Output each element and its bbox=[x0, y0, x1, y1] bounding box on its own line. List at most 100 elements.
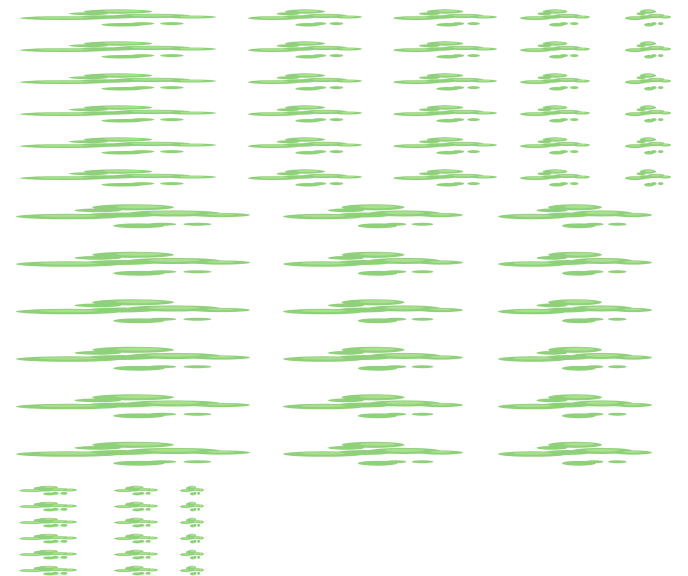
pad-highlight bbox=[39, 214, 98, 218]
pad-highlight bbox=[193, 536, 199, 539]
pad-blob bbox=[74, 303, 122, 308]
pad-highlight bbox=[359, 347, 396, 351]
pad-highlight bbox=[118, 537, 130, 540]
pad-highlight bbox=[650, 78, 662, 81]
pad-blob bbox=[183, 412, 212, 416]
pad-blob bbox=[69, 44, 109, 48]
lily-pad-large bbox=[20, 41, 216, 59]
pad-blob bbox=[424, 143, 456, 147]
pad-blob bbox=[160, 118, 184, 122]
pad-blob bbox=[78, 47, 138, 51]
pad-highlight bbox=[199, 536, 203, 539]
pad-blob bbox=[337, 450, 391, 455]
pad-blob bbox=[559, 182, 568, 186]
pad-blob bbox=[197, 539, 201, 543]
pad-blob bbox=[186, 534, 191, 538]
pad-blob bbox=[570, 86, 579, 90]
pad-blob bbox=[60, 555, 68, 559]
pad-highlight bbox=[527, 16, 545, 19]
pad-highlight bbox=[182, 537, 189, 540]
pad-blob bbox=[124, 550, 134, 554]
pad-highlight bbox=[623, 403, 642, 406]
pad-highlight bbox=[118, 489, 130, 492]
pad-blob bbox=[384, 365, 407, 369]
pad-highlight bbox=[301, 262, 346, 265]
pad-blob bbox=[636, 172, 646, 176]
pad-blob bbox=[160, 150, 184, 154]
lily-pad-medium bbox=[16, 251, 250, 276]
pad-highlight bbox=[66, 552, 74, 555]
pad-highlight bbox=[623, 213, 642, 216]
pad-highlight bbox=[193, 568, 199, 571]
pad-highlight bbox=[296, 41, 320, 45]
pad-blob bbox=[544, 402, 591, 408]
pad-highlight bbox=[623, 260, 642, 263]
pad-highlight bbox=[138, 488, 149, 491]
pad-highlight bbox=[629, 144, 642, 147]
pad-highlight bbox=[51, 552, 65, 555]
pad-blob bbox=[328, 256, 364, 260]
pad-highlight bbox=[301, 357, 346, 360]
pad-highlight bbox=[563, 205, 595, 209]
pad-highlight bbox=[193, 552, 199, 555]
lily-pad-large bbox=[520, 73, 590, 91]
pad-highlight bbox=[149, 520, 156, 523]
pad-blob bbox=[33, 502, 46, 506]
pad-blob bbox=[544, 260, 591, 265]
pad-blob bbox=[657, 150, 664, 154]
pad-highlight bbox=[190, 518, 196, 521]
pad-blob bbox=[276, 76, 300, 80]
pad-blob bbox=[451, 54, 465, 58]
pad-highlight bbox=[206, 213, 235, 216]
pad-blob bbox=[451, 182, 465, 186]
pad-highlight bbox=[39, 452, 98, 455]
pad-blob bbox=[276, 44, 300, 48]
pad-blob bbox=[33, 566, 46, 570]
pad-highlight bbox=[513, 262, 552, 265]
pad-highlight bbox=[138, 536, 149, 539]
pad-blob bbox=[638, 111, 653, 115]
pad-highlight bbox=[301, 214, 346, 218]
lily-pad-small bbox=[114, 485, 158, 496]
pad-highlight bbox=[148, 353, 200, 357]
pad-highlight bbox=[132, 518, 142, 521]
pad-highlight bbox=[182, 553, 189, 556]
pad-highlight bbox=[182, 521, 189, 524]
pad-highlight bbox=[340, 143, 355, 146]
pad-highlight bbox=[513, 357, 552, 360]
pad-blob bbox=[60, 491, 68, 495]
pad-highlight bbox=[629, 16, 642, 19]
pad-highlight bbox=[477, 47, 491, 50]
pad-blob bbox=[60, 507, 68, 511]
lily-pad-medium bbox=[498, 204, 652, 229]
pad-blob bbox=[145, 491, 151, 495]
pad-blob bbox=[328, 446, 364, 450]
pad-blob bbox=[124, 566, 134, 570]
lily-pad-large bbox=[393, 105, 497, 123]
pad-blob bbox=[138, 555, 145, 559]
pad-highlight bbox=[148, 306, 200, 310]
pad-highlight bbox=[549, 73, 564, 77]
lily-pad-medium bbox=[498, 441, 652, 466]
pad-highlight bbox=[43, 550, 56, 553]
pad-highlight bbox=[629, 112, 642, 115]
lily-pad-large bbox=[393, 73, 497, 91]
pad-blob bbox=[51, 539, 59, 543]
pad-highlight bbox=[103, 137, 143, 141]
lily-pad-large bbox=[248, 9, 362, 27]
pad-highlight bbox=[549, 105, 564, 109]
lily-pad-small bbox=[114, 501, 158, 512]
pad-blob bbox=[148, 317, 177, 321]
pad-blob bbox=[650, 22, 657, 26]
pad-blob bbox=[650, 86, 657, 90]
pad-highlight bbox=[403, 176, 430, 179]
lily-pad-large bbox=[20, 9, 216, 27]
pad-blob bbox=[138, 523, 145, 527]
pad-blob bbox=[186, 486, 191, 490]
pad-blob bbox=[467, 86, 480, 90]
pad-highlight bbox=[193, 520, 199, 523]
pad-blob bbox=[467, 182, 480, 186]
pad-highlight bbox=[132, 486, 142, 489]
pad-highlight bbox=[629, 176, 642, 179]
pad-blob bbox=[51, 507, 59, 511]
